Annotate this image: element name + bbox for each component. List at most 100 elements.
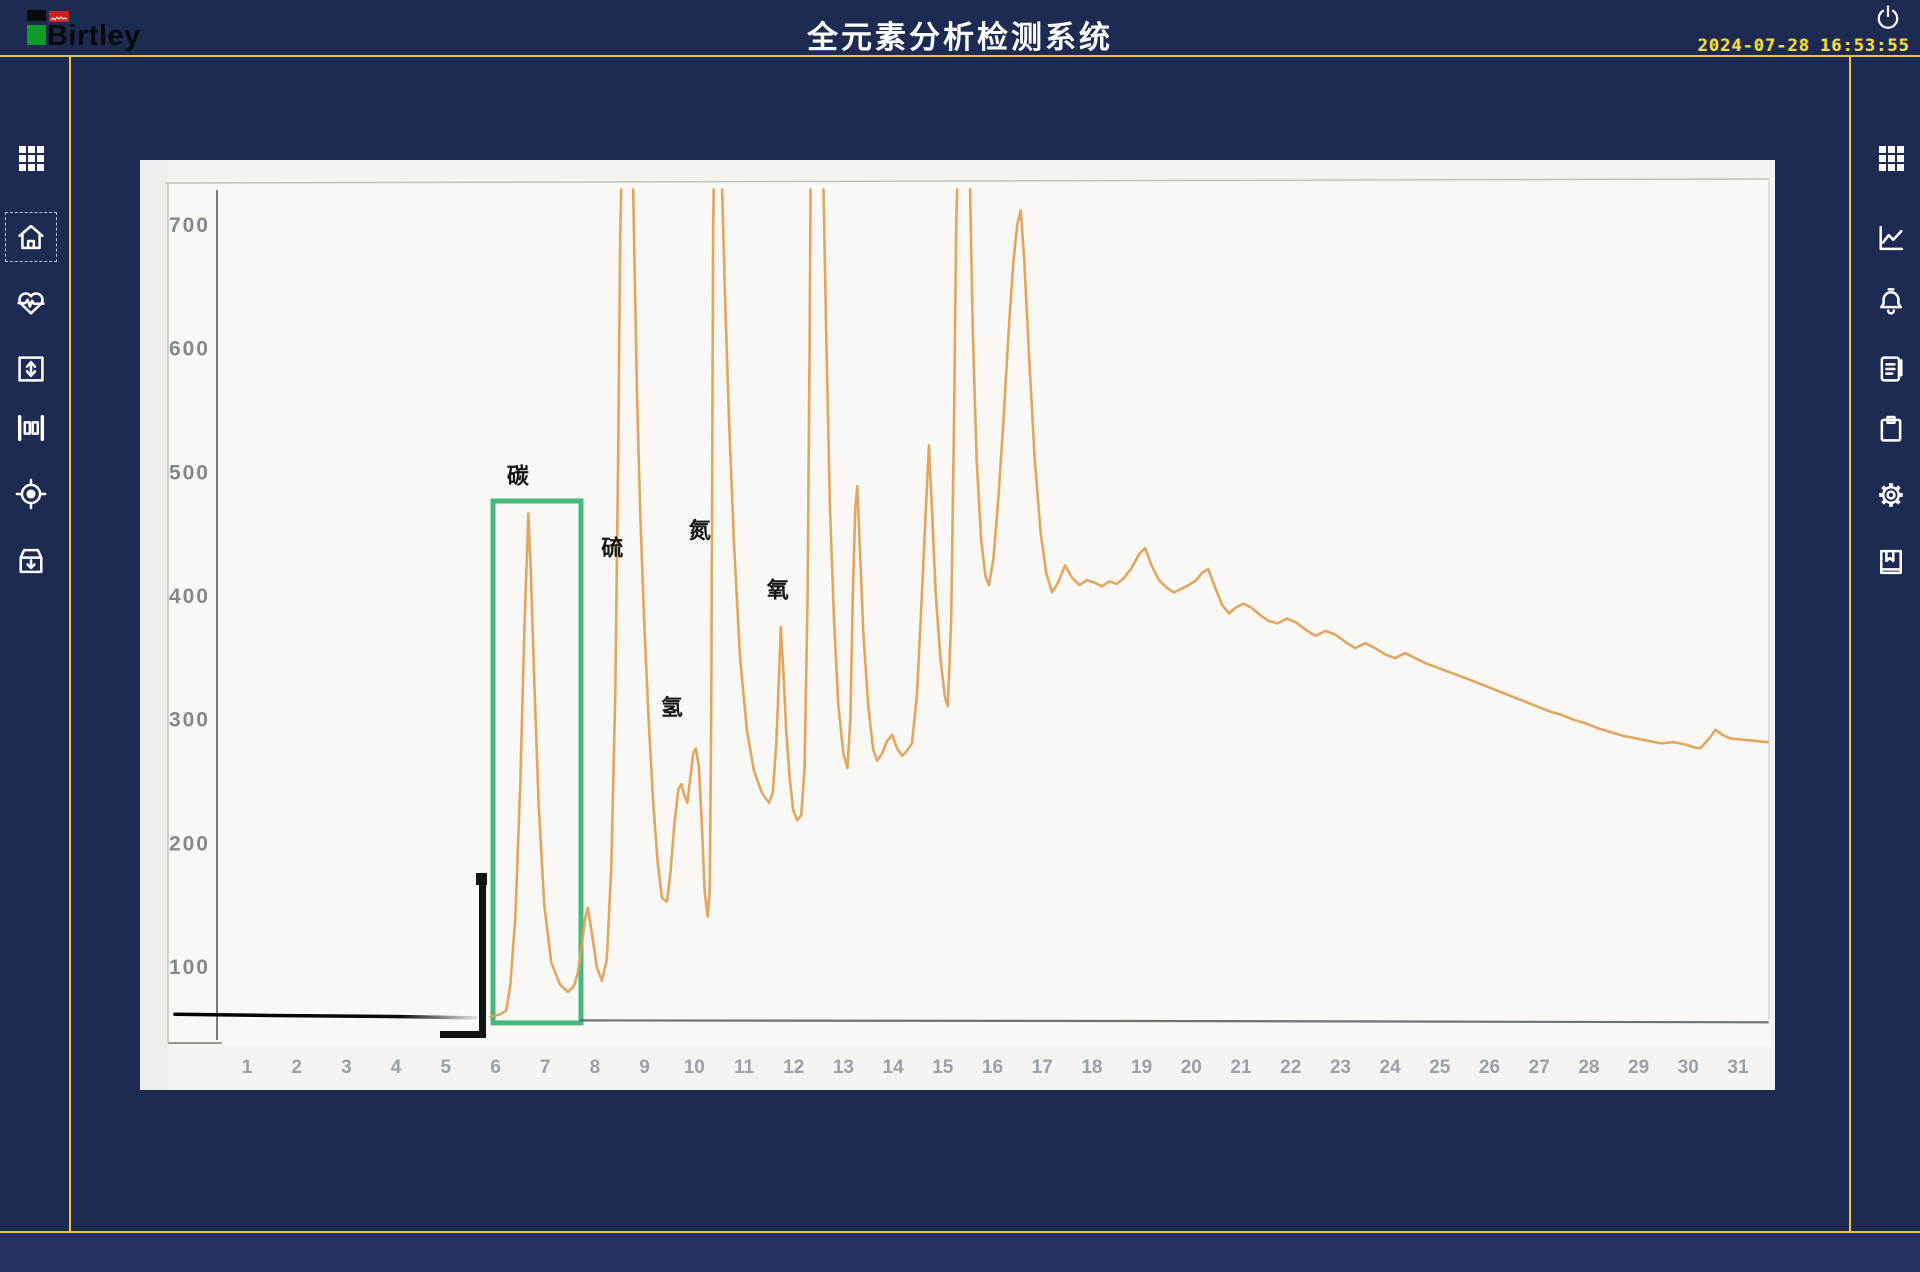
brand-logo: Birtley xyxy=(24,8,184,52)
svg-text:500: 500 xyxy=(169,461,210,484)
svg-text:21: 21 xyxy=(1230,1057,1252,1078)
scan-left-margin xyxy=(140,160,168,1090)
archive-box-icon xyxy=(19,548,43,574)
sidebar-item-settings[interactable] xyxy=(1865,470,1917,520)
header-bar: Birtley 全元素分析检测系统 2024-07-28 16:53:55 xyxy=(0,0,1920,57)
svg-text:9: 9 xyxy=(639,1057,650,1078)
element-label-carbon: 碳 xyxy=(507,464,530,489)
svg-text:18: 18 xyxy=(1081,1057,1102,1078)
svg-text:6: 6 xyxy=(490,1057,501,1078)
svg-text:4: 4 xyxy=(391,1057,402,1078)
target-icon xyxy=(15,478,47,510)
brand-name: Birtley xyxy=(47,20,141,52)
svg-text:20: 20 xyxy=(1181,1057,1202,1078)
integration-bracket xyxy=(440,873,487,1038)
svg-text:10: 10 xyxy=(684,1057,705,1078)
sidebar-item-records[interactable] xyxy=(1865,537,1917,587)
sidebar-item-apps[interactable] xyxy=(5,133,57,183)
vertical-range-icon xyxy=(18,356,44,382)
svg-text:19: 19 xyxy=(1131,1057,1152,1078)
sidebar-item-alarms[interactable] xyxy=(1865,277,1917,327)
apps-grid-icon xyxy=(1879,146,1904,171)
svg-text:23: 23 xyxy=(1330,1057,1351,1078)
right-divider xyxy=(1849,57,1851,1233)
svg-text:22: 22 xyxy=(1280,1057,1301,1078)
logo-green-square xyxy=(27,25,46,45)
element-labels: 碳硫 氮氢 氧 xyxy=(507,464,789,720)
svg-text:200: 200 xyxy=(169,832,210,855)
svg-text:400: 400 xyxy=(169,585,210,608)
sidebar-item-range[interactable] xyxy=(5,344,57,394)
svg-text:17: 17 xyxy=(1032,1057,1053,1078)
sidebar-item-home[interactable] xyxy=(5,212,57,262)
logo-black-square xyxy=(27,10,46,21)
bottom-status-strip xyxy=(0,1231,1920,1272)
svg-text:26: 26 xyxy=(1479,1057,1500,1078)
sidebar-item-monitoring[interactable] xyxy=(5,277,57,327)
svg-text:11: 11 xyxy=(734,1057,755,1078)
svg-text:100: 100 xyxy=(169,956,210,979)
svg-text:30: 30 xyxy=(1678,1057,1699,1078)
right-sidebar xyxy=(1851,57,1920,1231)
x-axis-labels: 1 2 3 4 5 6 7 8 9 10 11 12 13 14 15 16 17 18 19 20 21 22 23 24 2… xyxy=(242,1057,1749,1078)
sidebar-item-archive[interactable] xyxy=(5,536,57,586)
power-icon xyxy=(1877,5,1899,29)
svg-text:2: 2 xyxy=(291,1057,302,1078)
left-sidebar xyxy=(0,57,69,1231)
svg-text:27: 27 xyxy=(1529,1057,1550,1078)
sidebar-item-measure[interactable] xyxy=(5,403,57,453)
svg-text:29: 29 xyxy=(1628,1057,1649,1078)
sidebar-item-trends[interactable] xyxy=(1865,213,1917,263)
alarm-bell-icon xyxy=(1880,288,1902,315)
svg-text:15: 15 xyxy=(932,1057,954,1078)
chromatogram-panel: 700 600 500 400 300 200 100 1 2 3 4 5 6 7 8 9 10 11 12 13 1… xyxy=(140,160,1775,1090)
element-label-nitrogen: 氮 xyxy=(689,518,711,543)
page-title: 全元素分析检测系统 xyxy=(807,20,1113,55)
signal-curves xyxy=(173,188,1770,1024)
svg-text:3: 3 xyxy=(341,1057,352,1078)
left-divider xyxy=(69,57,71,1233)
svg-text:28: 28 xyxy=(1578,1057,1599,1078)
element-label-sulfur: 硫 xyxy=(601,535,623,560)
svg-text:16: 16 xyxy=(982,1057,1003,1078)
sidebar-item-report[interactable] xyxy=(1865,344,1917,394)
datetime-display: 2024-07-28 16:53:55 xyxy=(1698,36,1910,56)
trend-chart-icon xyxy=(1879,225,1904,251)
y-axis-labels: 700 600 500 400 300 200 100 xyxy=(169,214,210,979)
svg-text:600: 600 xyxy=(169,338,210,361)
power-button[interactable] xyxy=(1874,3,1902,31)
scan-top-border xyxy=(164,178,1770,184)
apps-grid-icon xyxy=(19,146,44,171)
date-value: 2024-07-28 xyxy=(1697,36,1811,56)
svg-text:700: 700 xyxy=(169,214,210,237)
svg-text:14: 14 xyxy=(883,1057,905,1078)
report-icon xyxy=(1880,356,1903,382)
svg-text:13: 13 xyxy=(833,1057,854,1078)
svg-text:8: 8 xyxy=(590,1057,601,1078)
element-label-oxygen: 氧 xyxy=(766,577,789,602)
heartbeat-monitor-icon xyxy=(17,292,45,315)
scan-area xyxy=(168,179,1770,1045)
caliper-measure-icon xyxy=(17,414,45,442)
svg-text:7: 7 xyxy=(540,1057,551,1078)
save-book-icon xyxy=(1880,549,1902,575)
home-icon xyxy=(18,224,44,250)
element-label-hydrogen: 氢 xyxy=(661,695,683,720)
svg-text:24: 24 xyxy=(1380,1057,1402,1078)
clipboard-icon xyxy=(1880,415,1902,442)
time-value: 16:53:55 xyxy=(1820,36,1910,56)
svg-text:31: 31 xyxy=(1727,1057,1749,1078)
svg-text:5: 5 xyxy=(441,1057,452,1078)
sidebar-item-tasks[interactable] xyxy=(1865,404,1917,454)
sidebar-item-target[interactable] xyxy=(5,469,57,519)
carbon-highlight-box xyxy=(490,498,584,1026)
sidebar-item-apps-right[interactable] xyxy=(1865,133,1917,183)
svg-text:300: 300 xyxy=(169,709,210,732)
svg-text:1: 1 xyxy=(242,1057,253,1078)
svg-text:12: 12 xyxy=(783,1057,804,1078)
settings-gear-icon xyxy=(1879,483,1903,507)
svg-text:25: 25 xyxy=(1429,1057,1451,1078)
logo-red-square xyxy=(49,11,69,22)
